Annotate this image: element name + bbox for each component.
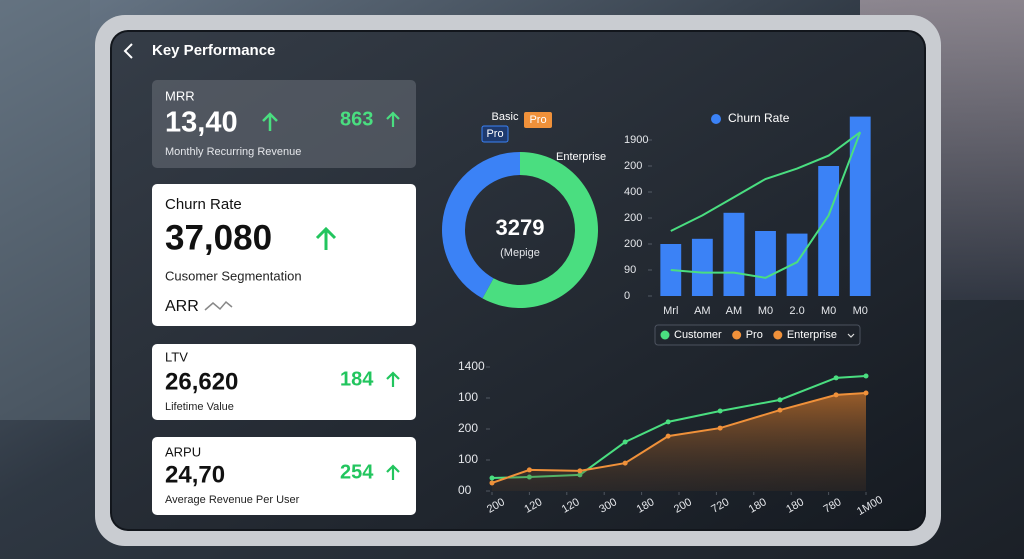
legend-marker xyxy=(711,114,721,124)
x-tick-label: AM xyxy=(694,305,711,317)
bar xyxy=(786,233,808,296)
point xyxy=(577,468,583,474)
y-tick-label: 400 xyxy=(624,186,642,198)
point xyxy=(717,408,723,414)
kpi-caption: Cusomer Segmentation xyxy=(165,268,302,283)
donut-segment xyxy=(442,152,520,299)
legend-marker xyxy=(660,330,670,340)
point xyxy=(833,392,839,398)
bar xyxy=(691,238,713,296)
y-tick-label: 0 xyxy=(624,290,630,302)
area xyxy=(492,393,866,491)
kpi-value: 24,70 xyxy=(165,461,225,488)
x-tick-label: M0 xyxy=(853,305,868,317)
bar xyxy=(818,166,840,296)
donut-center-value: 3279 xyxy=(496,215,545,240)
x-tick-label: M0 xyxy=(758,305,773,317)
kpi-change: 254 xyxy=(340,461,374,483)
y-tick-label: 90 xyxy=(624,264,636,276)
x-tick-label: Mrl xyxy=(663,305,678,317)
donut-segment xyxy=(482,152,599,308)
kpi-card[interactable] xyxy=(152,437,416,515)
legend-box xyxy=(654,324,861,346)
donut-center-label: (Mepige xyxy=(500,247,540,259)
point xyxy=(717,425,723,431)
point xyxy=(622,439,628,445)
y-tick-label: 1400 xyxy=(458,359,485,373)
kpi-caption: Monthly Recurring Revenue xyxy=(165,146,301,158)
kpi-card[interactable] xyxy=(152,184,416,326)
back-button[interactable] xyxy=(123,43,133,59)
y-tick-label: 100 xyxy=(458,452,478,466)
point xyxy=(665,419,671,425)
y-tick-label: 00 xyxy=(458,483,472,497)
y-tick-label: 1900 xyxy=(624,134,648,146)
bar xyxy=(723,212,745,296)
kpi-label: MRR xyxy=(165,88,195,103)
legend-label: Churn Rate xyxy=(728,111,790,125)
x-tick-label: 2.0 xyxy=(789,305,804,317)
kpi-value: 13,40 xyxy=(165,107,238,139)
up-arrow xyxy=(386,371,400,387)
x-tick-label: AM xyxy=(726,305,743,317)
dropdown-chevron[interactable] xyxy=(847,333,855,338)
kpi-value: 26,620 xyxy=(165,368,238,395)
kpi-footer: ARR xyxy=(165,298,199,315)
y-tick-label: 200 xyxy=(624,160,642,172)
kpi-label: Churn Rate xyxy=(165,196,242,213)
kpi-value: 37,080 xyxy=(165,218,272,257)
label-badge xyxy=(481,125,509,143)
legend-label: Enterprise xyxy=(787,329,837,341)
kpi-change: 863 xyxy=(340,108,373,130)
bar xyxy=(849,116,871,296)
kpi-card[interactable] xyxy=(152,344,416,420)
point xyxy=(489,475,495,481)
kpi-caption: Average Revenue Per User xyxy=(165,494,300,506)
point xyxy=(863,373,869,379)
point xyxy=(489,480,495,486)
y-tick-label: 200 xyxy=(458,421,478,435)
bar xyxy=(755,231,776,296)
x-tick-label: M0 xyxy=(821,305,836,317)
legend-label: Pro xyxy=(746,329,763,341)
trend-line xyxy=(670,131,861,232)
kpi-label: ARPU xyxy=(165,444,201,459)
kpi-change: 184 xyxy=(340,368,374,390)
donut-label: Pro xyxy=(529,114,546,126)
donut-label: Pro xyxy=(486,128,503,140)
y-tick-label: 100 xyxy=(458,390,478,404)
up-arrow xyxy=(315,226,337,250)
background-window xyxy=(0,0,90,420)
point xyxy=(622,460,628,466)
legend-label: Customer xyxy=(674,329,722,341)
point xyxy=(863,390,869,396)
kpi-label: LTV xyxy=(165,349,188,364)
up-arrow xyxy=(386,464,400,480)
legend-marker xyxy=(732,330,742,340)
point xyxy=(777,407,783,413)
up-arrow xyxy=(262,112,278,131)
kpi-caption: Lifetime Value xyxy=(165,401,234,413)
trend-line xyxy=(670,131,862,279)
sparkline-icon xyxy=(204,300,233,311)
point xyxy=(526,467,532,473)
kpi-card[interactable] xyxy=(152,80,416,168)
point xyxy=(777,397,783,403)
point xyxy=(665,433,671,439)
page-title: Key Performance xyxy=(152,42,275,59)
up-arrow xyxy=(386,111,400,127)
point xyxy=(833,375,839,381)
y-tick-label: 200 xyxy=(624,212,642,224)
donut-label: Enterprise xyxy=(556,151,606,163)
bar xyxy=(660,244,682,296)
legend-marker xyxy=(773,330,783,340)
donut-label: Basic xyxy=(492,111,519,123)
y-tick-label: 200 xyxy=(624,238,642,250)
label-badge xyxy=(524,112,552,128)
